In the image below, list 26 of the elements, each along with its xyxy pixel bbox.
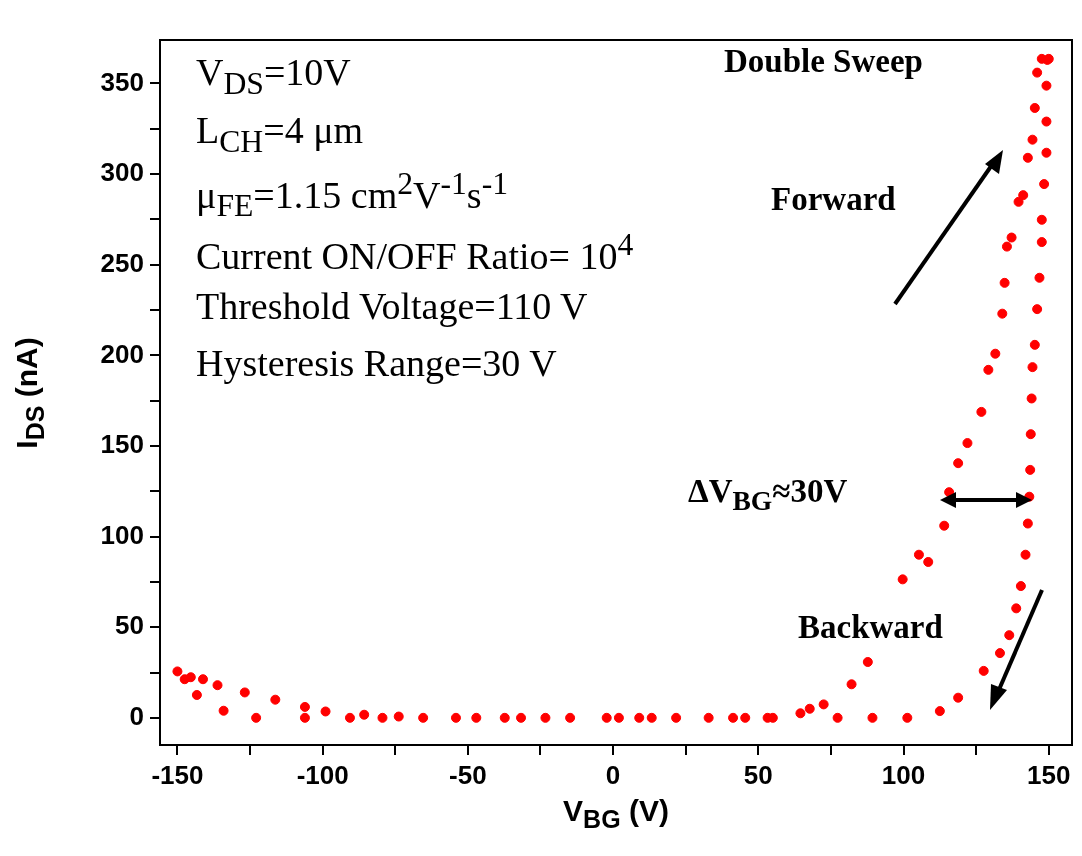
x-axis-title: V$_{BG}$ (V): [562, 794, 670, 834]
annotation: Hysteresis Range=30 V: [196, 341, 557, 386]
x-tick-label: -50: [449, 759, 487, 790]
x-tick-label: 50: [743, 759, 773, 790]
annotation: ΔV$_{BG}$≈30V: [688, 472, 848, 517]
annotation: μ$_{FE}$=1.15 cm$^{2}$V$^{-1}$s$^{-1}$: [196, 165, 509, 226]
annotation: Double Sweep: [724, 42, 923, 81]
x-tick-label: 100: [881, 759, 926, 790]
y-tick-label: 250: [100, 247, 144, 278]
y-tick-label: 150: [100, 429, 144, 460]
annotation: Threshold Voltage=110 V: [196, 284, 588, 329]
y-tick-label: 300: [100, 157, 144, 188]
annotation: Current ON/OFF Ratio= 10$^{4}$: [196, 226, 634, 279]
y-tick-label: 100: [100, 519, 144, 550]
annotation: V$_{DS}$=10V: [196, 50, 351, 103]
y-tick-label: 0: [129, 700, 144, 731]
annotation: Backward: [798, 608, 943, 647]
y-tick-label: 50: [115, 610, 144, 641]
x-tick-label: -150: [151, 759, 204, 790]
x-tick-label: 150: [1027, 759, 1071, 790]
x-tick-label: 0: [605, 759, 621, 790]
y-tick-label: 200: [100, 338, 144, 369]
annotation: L$_{CH}$=4 μm: [196, 108, 364, 161]
annotation: Forward: [771, 180, 896, 219]
y-tick-label: 350: [100, 66, 144, 97]
x-tick-label: -100: [296, 759, 349, 790]
